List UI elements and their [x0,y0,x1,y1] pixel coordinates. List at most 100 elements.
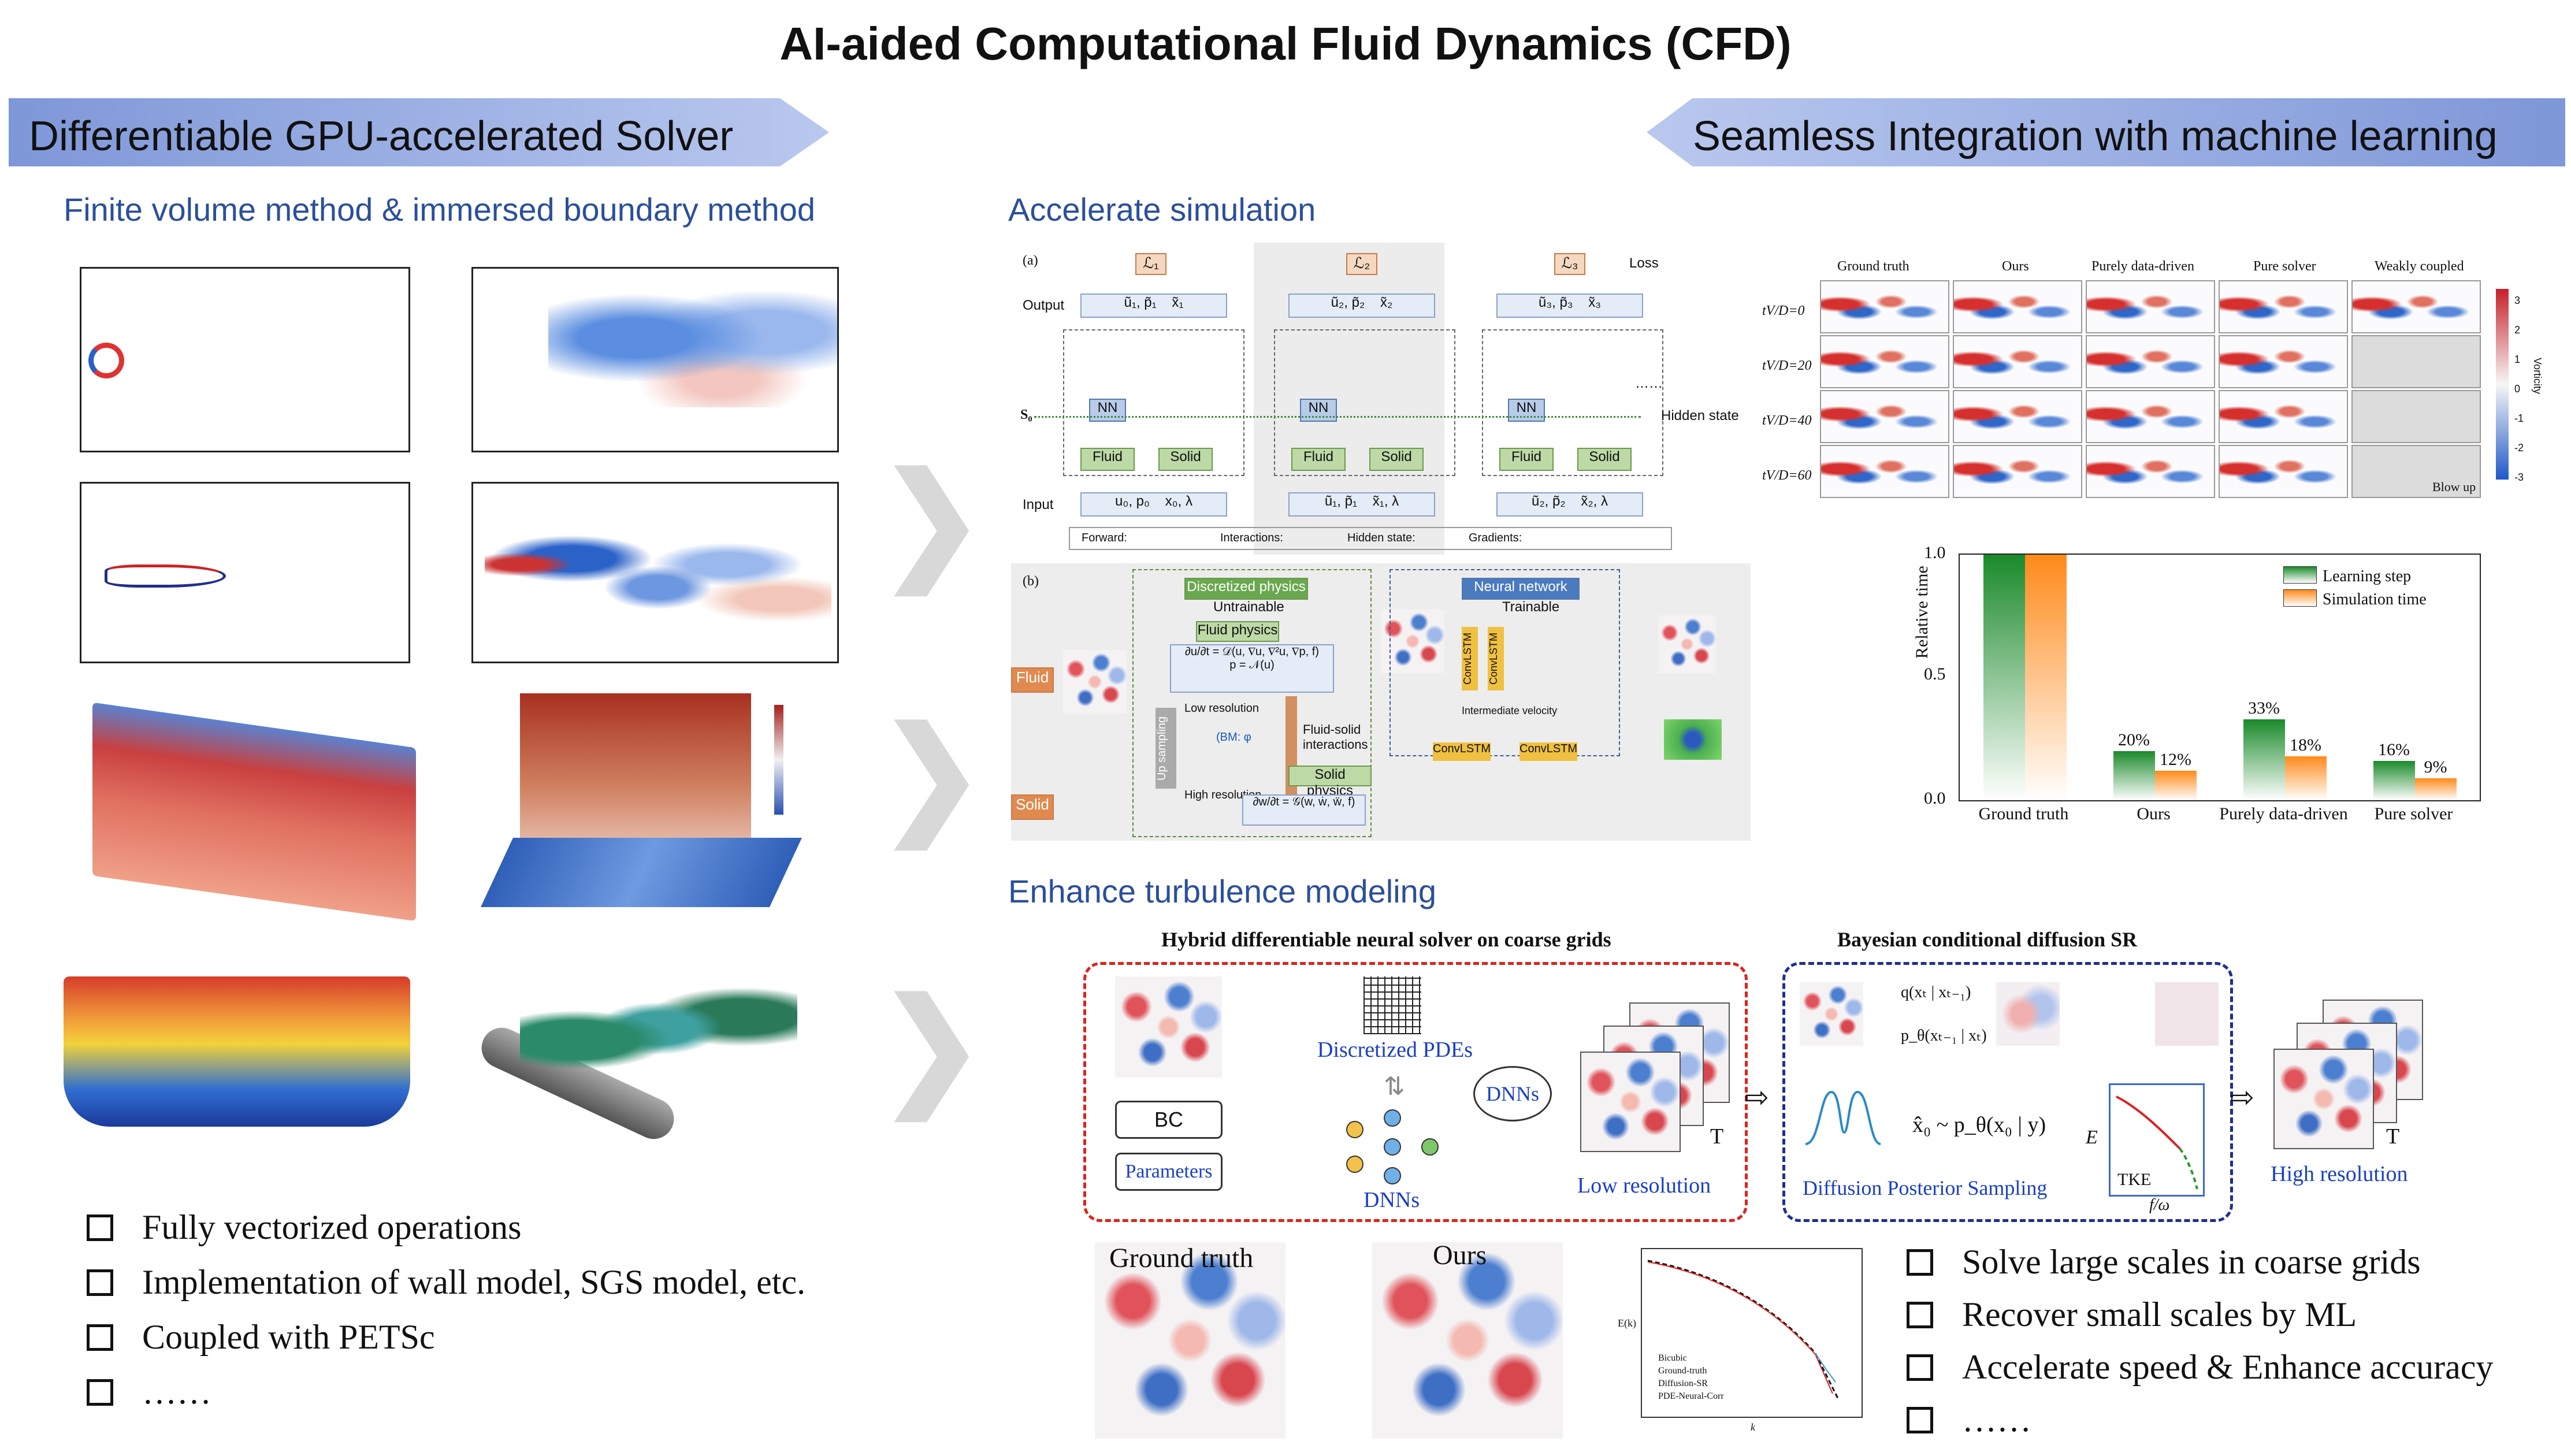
fluid-box: Fluid [1080,448,1135,471]
output-box: ũ₁, p̃₁ x̃₁ [1080,294,1227,318]
hybrid-solver-box [1083,962,1748,1222]
left-section-heading: Finite volume method & immersed boundary… [64,191,816,228]
chart-ytick: 0.5 [1924,664,1946,684]
dnns-label: DNNs [1363,1188,1420,1212]
exchange-icon: ⇅ [1384,1072,1405,1101]
chevron-right-icon: ❯ [878,449,985,591]
bar-data-label: 12% [2160,750,2191,769]
cylinder-turbulence-3d [451,948,832,1190]
pressure-field-output [1664,719,1722,760]
checkbox-icon [1907,1407,1933,1433]
legend-swatch [2283,566,2317,584]
chart-xtick: Ours [2137,804,2171,823]
left-banner [9,98,829,166]
left-bullet: Implementation of wall model, SGS model,… [87,1262,805,1302]
chevron-right-icon: ❯ [878,975,985,1117]
chart-ytick: 0.0 [1924,789,1946,808]
bar [2284,756,2327,800]
output-box: ũ₃, p̃₃ x̃₃ [1496,294,1643,318]
input-box: ũ₂, p̃₂ x̃₂, λ [1496,492,1643,517]
checkbox-icon [87,1214,113,1241]
loss-box: ℒ₃ [1554,253,1585,275]
channel-flow-3d [58,702,422,927]
high-res-stack [2273,1049,2374,1149]
solid-tag: Solid [1011,794,1054,820]
checkbox-icon [87,1269,113,1296]
bar [2024,555,2067,800]
tke-spectrum-icon [2109,1083,2205,1197]
chart-xtick: Ground truth [1978,804,2069,823]
solid-box: Solid [1158,448,1213,471]
right-bullet: Recover small scales by ML [1907,1295,2493,1335]
colorbar [774,705,783,815]
airfoil-panel [80,482,410,663]
wake-field [548,292,837,407]
cylinder-panel [80,267,410,452]
checkbox-icon [1907,1249,1933,1276]
neural-net-icon [1346,1109,1439,1184]
posterior-eq: x̂₀ ~ p_θ(x₀ | y) [1912,1113,2046,1137]
loss-box: ℒ₂ [1346,253,1377,275]
building-flow-3d [481,688,809,930]
left-banner-label: Differentiable GPU-accelerated Solver [29,113,734,159]
dnns-circle: DNNs [1473,1066,1552,1121]
bar-data-label: 18% [2290,735,2321,755]
input-box: u₀, p₀ x₀, λ [1080,492,1227,517]
left-bullet: Coupled with PETSc [87,1317,805,1357]
nn-box: NN [1508,399,1545,422]
energy-spectrum-plot: Bicubic Ground-truth Diffusion-SR PDE-Ne… [1618,1242,1872,1439]
relative-time-chart: Relative time 1.0 0.5 0.0 20% 12% 33% 18% 16… [1889,543,2496,844]
chart-xtick: Purely data-driven [2219,804,2348,823]
cylinder-vortex [88,343,124,378]
vorticity-colorbar [2496,289,2509,480]
vorticity-comparison: Ground truth Ours Purely data-driven Pur… [1751,254,2559,503]
fluid-physics-label: Fluid physics [1196,621,1279,642]
chart-legend: Learning step Simulation time [2283,566,2468,624]
output-box: ũ₂, p̃₂ x̃₂ [1288,294,1435,318]
high-res-label: High resolution [2271,1162,2408,1186]
nn-box: NN [1300,399,1337,422]
bar [2154,771,2197,800]
loss-box: ℒ₁ [1135,253,1166,275]
checkbox-icon [87,1324,113,1351]
bar [2243,719,2285,800]
fluid-field-output [1658,615,1716,673]
checkbox-icon [1907,1354,1933,1381]
arrow-right-icon: ⇨ [2230,1081,2254,1113]
colorbar-ticks: 3 2 1 0 -1 -2 -3 [2514,295,2524,483]
airfoil-wake-panel [471,482,839,663]
page-title: AI-aided Computational Fluid Dynamics (C… [779,18,1792,69]
bc-box: BC [1115,1101,1223,1139]
neural-network-label: Neural network [1462,578,1580,600]
diffusion-sr-box [1782,962,2233,1222]
fluid-box: Fluid [1291,448,1346,471]
input-box: ũ₁, p̃₁ x̃₁, λ [1288,492,1435,517]
right-bullet: …… [1907,1400,2493,1440]
architecture-diagram-a: (a) Output Input S₀ ℒ₁ ℒ₂ ℒ₃ Loss ũ₁, p̃… [1011,243,1751,555]
arrow-right-icon: ⇨ [1745,1081,1769,1113]
bar-data-label: 20% [2118,730,2150,749]
accel-heading: Accelerate simulation [1008,191,1316,228]
fluid-field-input [1063,650,1127,714]
hybrid-title: Hybrid differentiable neural solver on c… [1161,928,1611,951]
coarse-input-field [1115,976,1222,1078]
left-bullet: …… [87,1372,805,1412]
bar-data-label: 16% [2378,740,2410,759]
bar [2373,761,2415,800]
ground-truth-field [1095,1242,1286,1439]
checkbox-icon [87,1379,113,1406]
solid-physics-label: Solid physics [1288,766,1372,798]
airfoil-wake-field [485,518,831,634]
right-bullet: Solve large scales in coarse grids [1907,1242,2493,1282]
fluid-tag: Fluid [1011,667,1054,693]
legend-swatch [2283,589,2317,607]
fluid-box: Fluid [1499,448,1554,471]
architecture-diagram-b: (b) Fluid Solid Discretized physics Untr… [1011,563,1751,841]
chart-ytick: 1.0 [1924,543,1946,562]
dps-label: Diffusion Posterior Sampling [1803,1176,2048,1199]
low-res-stack [1580,1052,1681,1152]
bar-data-label: 33% [2248,698,2280,718]
bayes-title: Bayesian conditional diffusion SR [1837,928,2138,951]
nn-box: NN [1089,399,1126,422]
checkbox-icon [1907,1302,1933,1328]
